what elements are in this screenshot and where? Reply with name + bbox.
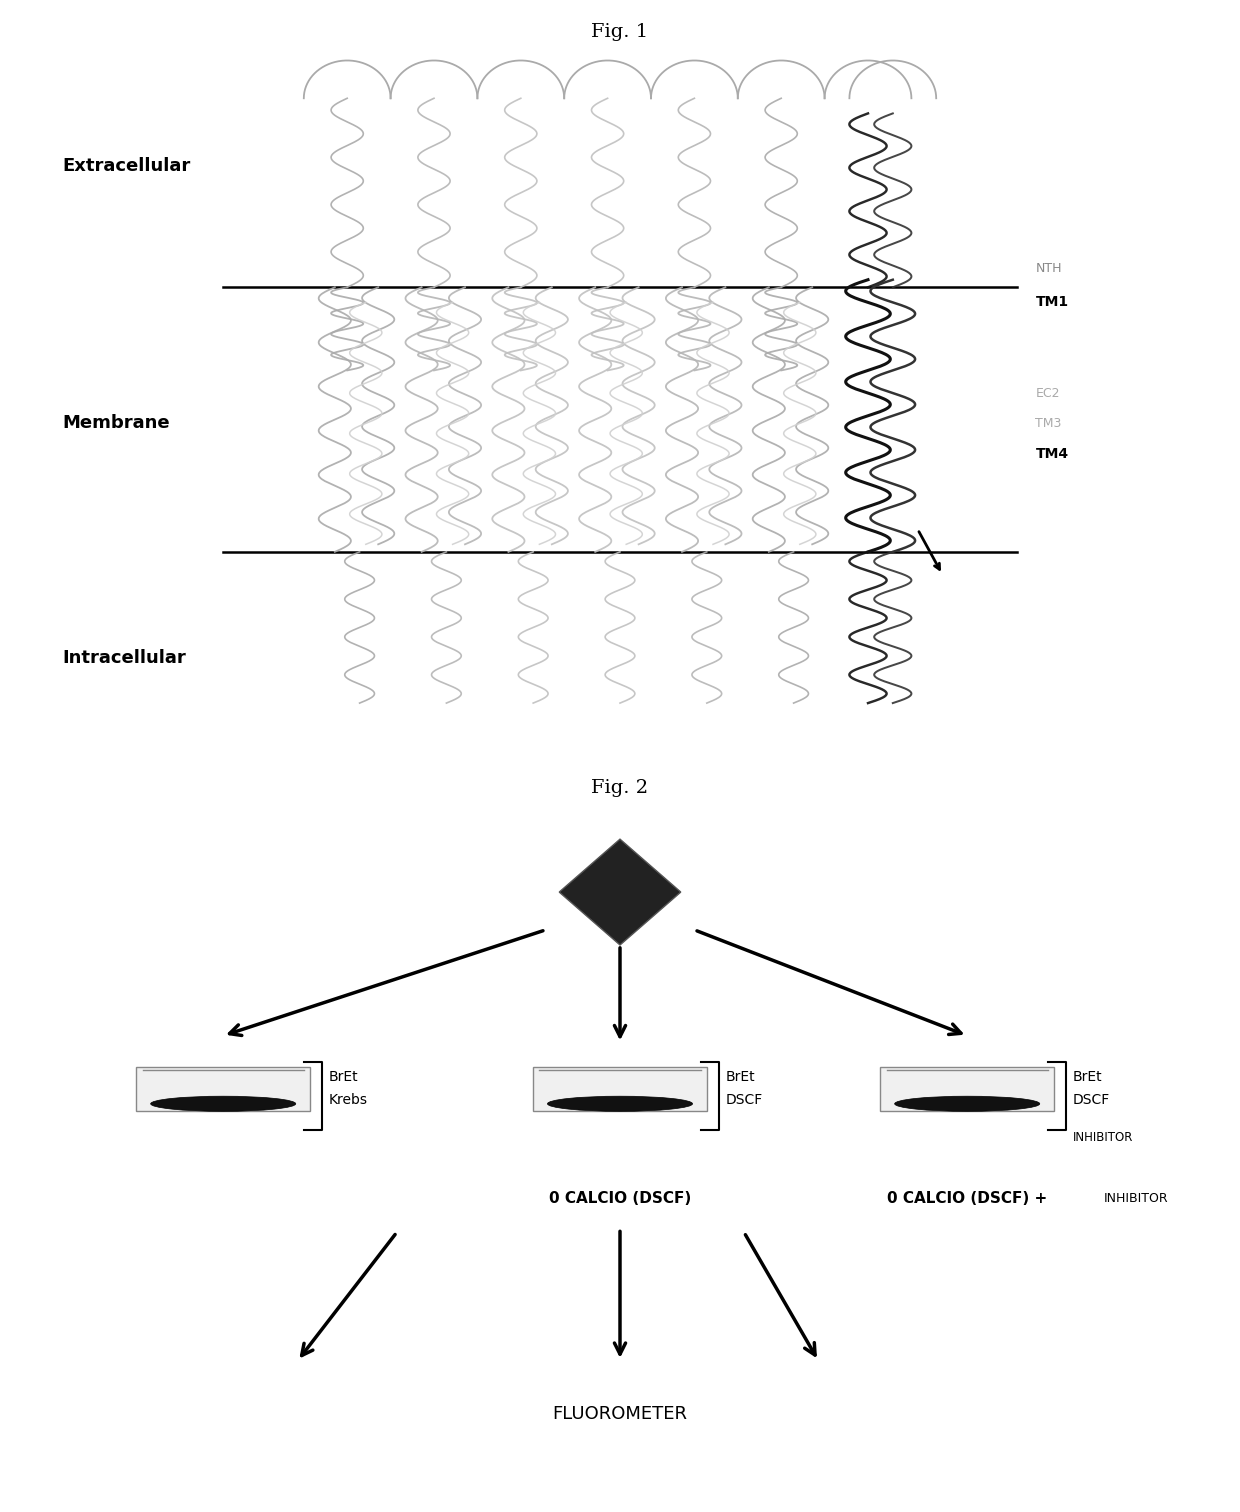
- Text: BrEt: BrEt: [725, 1070, 755, 1084]
- Text: TM3: TM3: [1035, 417, 1061, 429]
- FancyBboxPatch shape: [533, 1067, 707, 1110]
- Text: 0 CALCIO (DSCF): 0 CALCIO (DSCF): [549, 1191, 691, 1205]
- Ellipse shape: [548, 1096, 692, 1111]
- Polygon shape: [559, 839, 681, 945]
- Text: Fig. 1: Fig. 1: [591, 23, 649, 41]
- Text: Fig. 2: Fig. 2: [591, 779, 649, 797]
- Text: Membrane: Membrane: [62, 414, 170, 432]
- Text: EC2: EC2: [1035, 387, 1060, 399]
- Ellipse shape: [150, 1096, 296, 1111]
- Text: NTH: NTH: [1035, 262, 1061, 275]
- Ellipse shape: [894, 1096, 1039, 1111]
- Text: BrEt: BrEt: [329, 1070, 358, 1084]
- Text: Intracellular: Intracellular: [62, 649, 186, 667]
- Text: Extracellular: Extracellular: [62, 157, 190, 175]
- Text: Krebs: Krebs: [329, 1093, 367, 1107]
- Text: TM4: TM4: [1035, 446, 1069, 461]
- Text: INHIBITOR: INHIBITOR: [1073, 1131, 1133, 1145]
- FancyBboxPatch shape: [136, 1067, 310, 1110]
- FancyBboxPatch shape: [880, 1067, 1054, 1110]
- Text: TM1: TM1: [1035, 295, 1069, 310]
- Text: BrEt: BrEt: [1073, 1070, 1102, 1084]
- Text: FLUOROMETER: FLUOROMETER: [553, 1405, 687, 1423]
- Text: DSCF: DSCF: [1073, 1093, 1110, 1107]
- Text: 0 CALCIO (DSCF) +: 0 CALCIO (DSCF) +: [887, 1191, 1047, 1205]
- Text: INHIBITOR: INHIBITOR: [1104, 1191, 1168, 1205]
- Text: DSCF: DSCF: [725, 1093, 763, 1107]
